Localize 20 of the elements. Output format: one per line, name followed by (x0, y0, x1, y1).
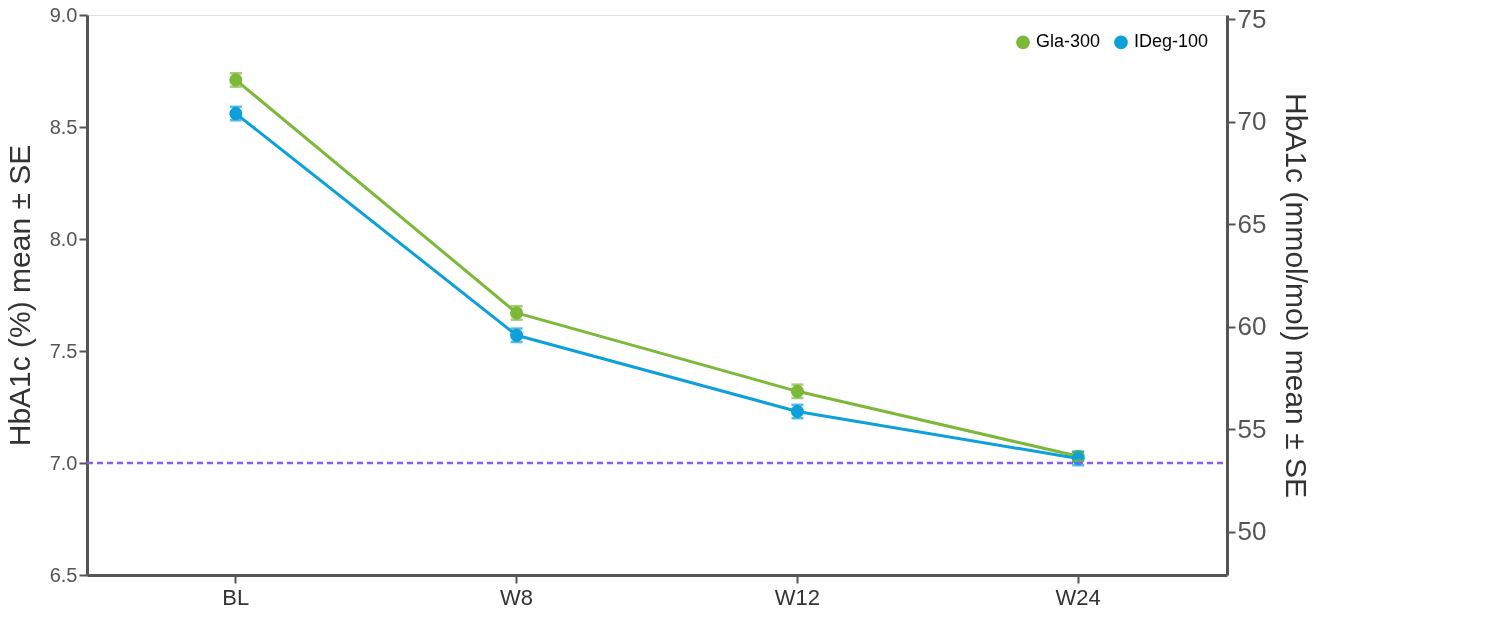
y-tick-label: 8.0 (49, 227, 78, 250)
y-tick-label: 7.5 (49, 339, 78, 362)
x-tick-label: W24 (1055, 584, 1101, 610)
legend-label: Gla-300 (1036, 31, 1101, 52)
y2-tick-label: 60 (1237, 311, 1267, 342)
legend-label: IDeg-100 (1134, 31, 1209, 52)
y2-axis-title: HbA1c (mmol/mol) mean ± SE (1280, 93, 1314, 498)
y-tick-label: 6.5 (49, 563, 78, 586)
y2-tick-label: 75 (1237, 3, 1267, 34)
y-tick-label: 8.5 (49, 115, 78, 138)
y2-tick-label: 50 (1237, 516, 1267, 547)
x-tick-label: W8 (500, 584, 534, 610)
y2-tick-label: 70 (1237, 106, 1267, 137)
y2-tick-label: 55 (1237, 413, 1267, 444)
y-tick-label: 9.0 (49, 3, 78, 26)
x-tick-label: W12 (774, 584, 821, 610)
x-tick-label: BL (222, 584, 250, 610)
y2-tick-label: 65 (1237, 208, 1267, 239)
y-axis-title: HbA1c (%) mean ± SE (2, 144, 36, 447)
y-tick-label: 7.0 (49, 451, 78, 474)
